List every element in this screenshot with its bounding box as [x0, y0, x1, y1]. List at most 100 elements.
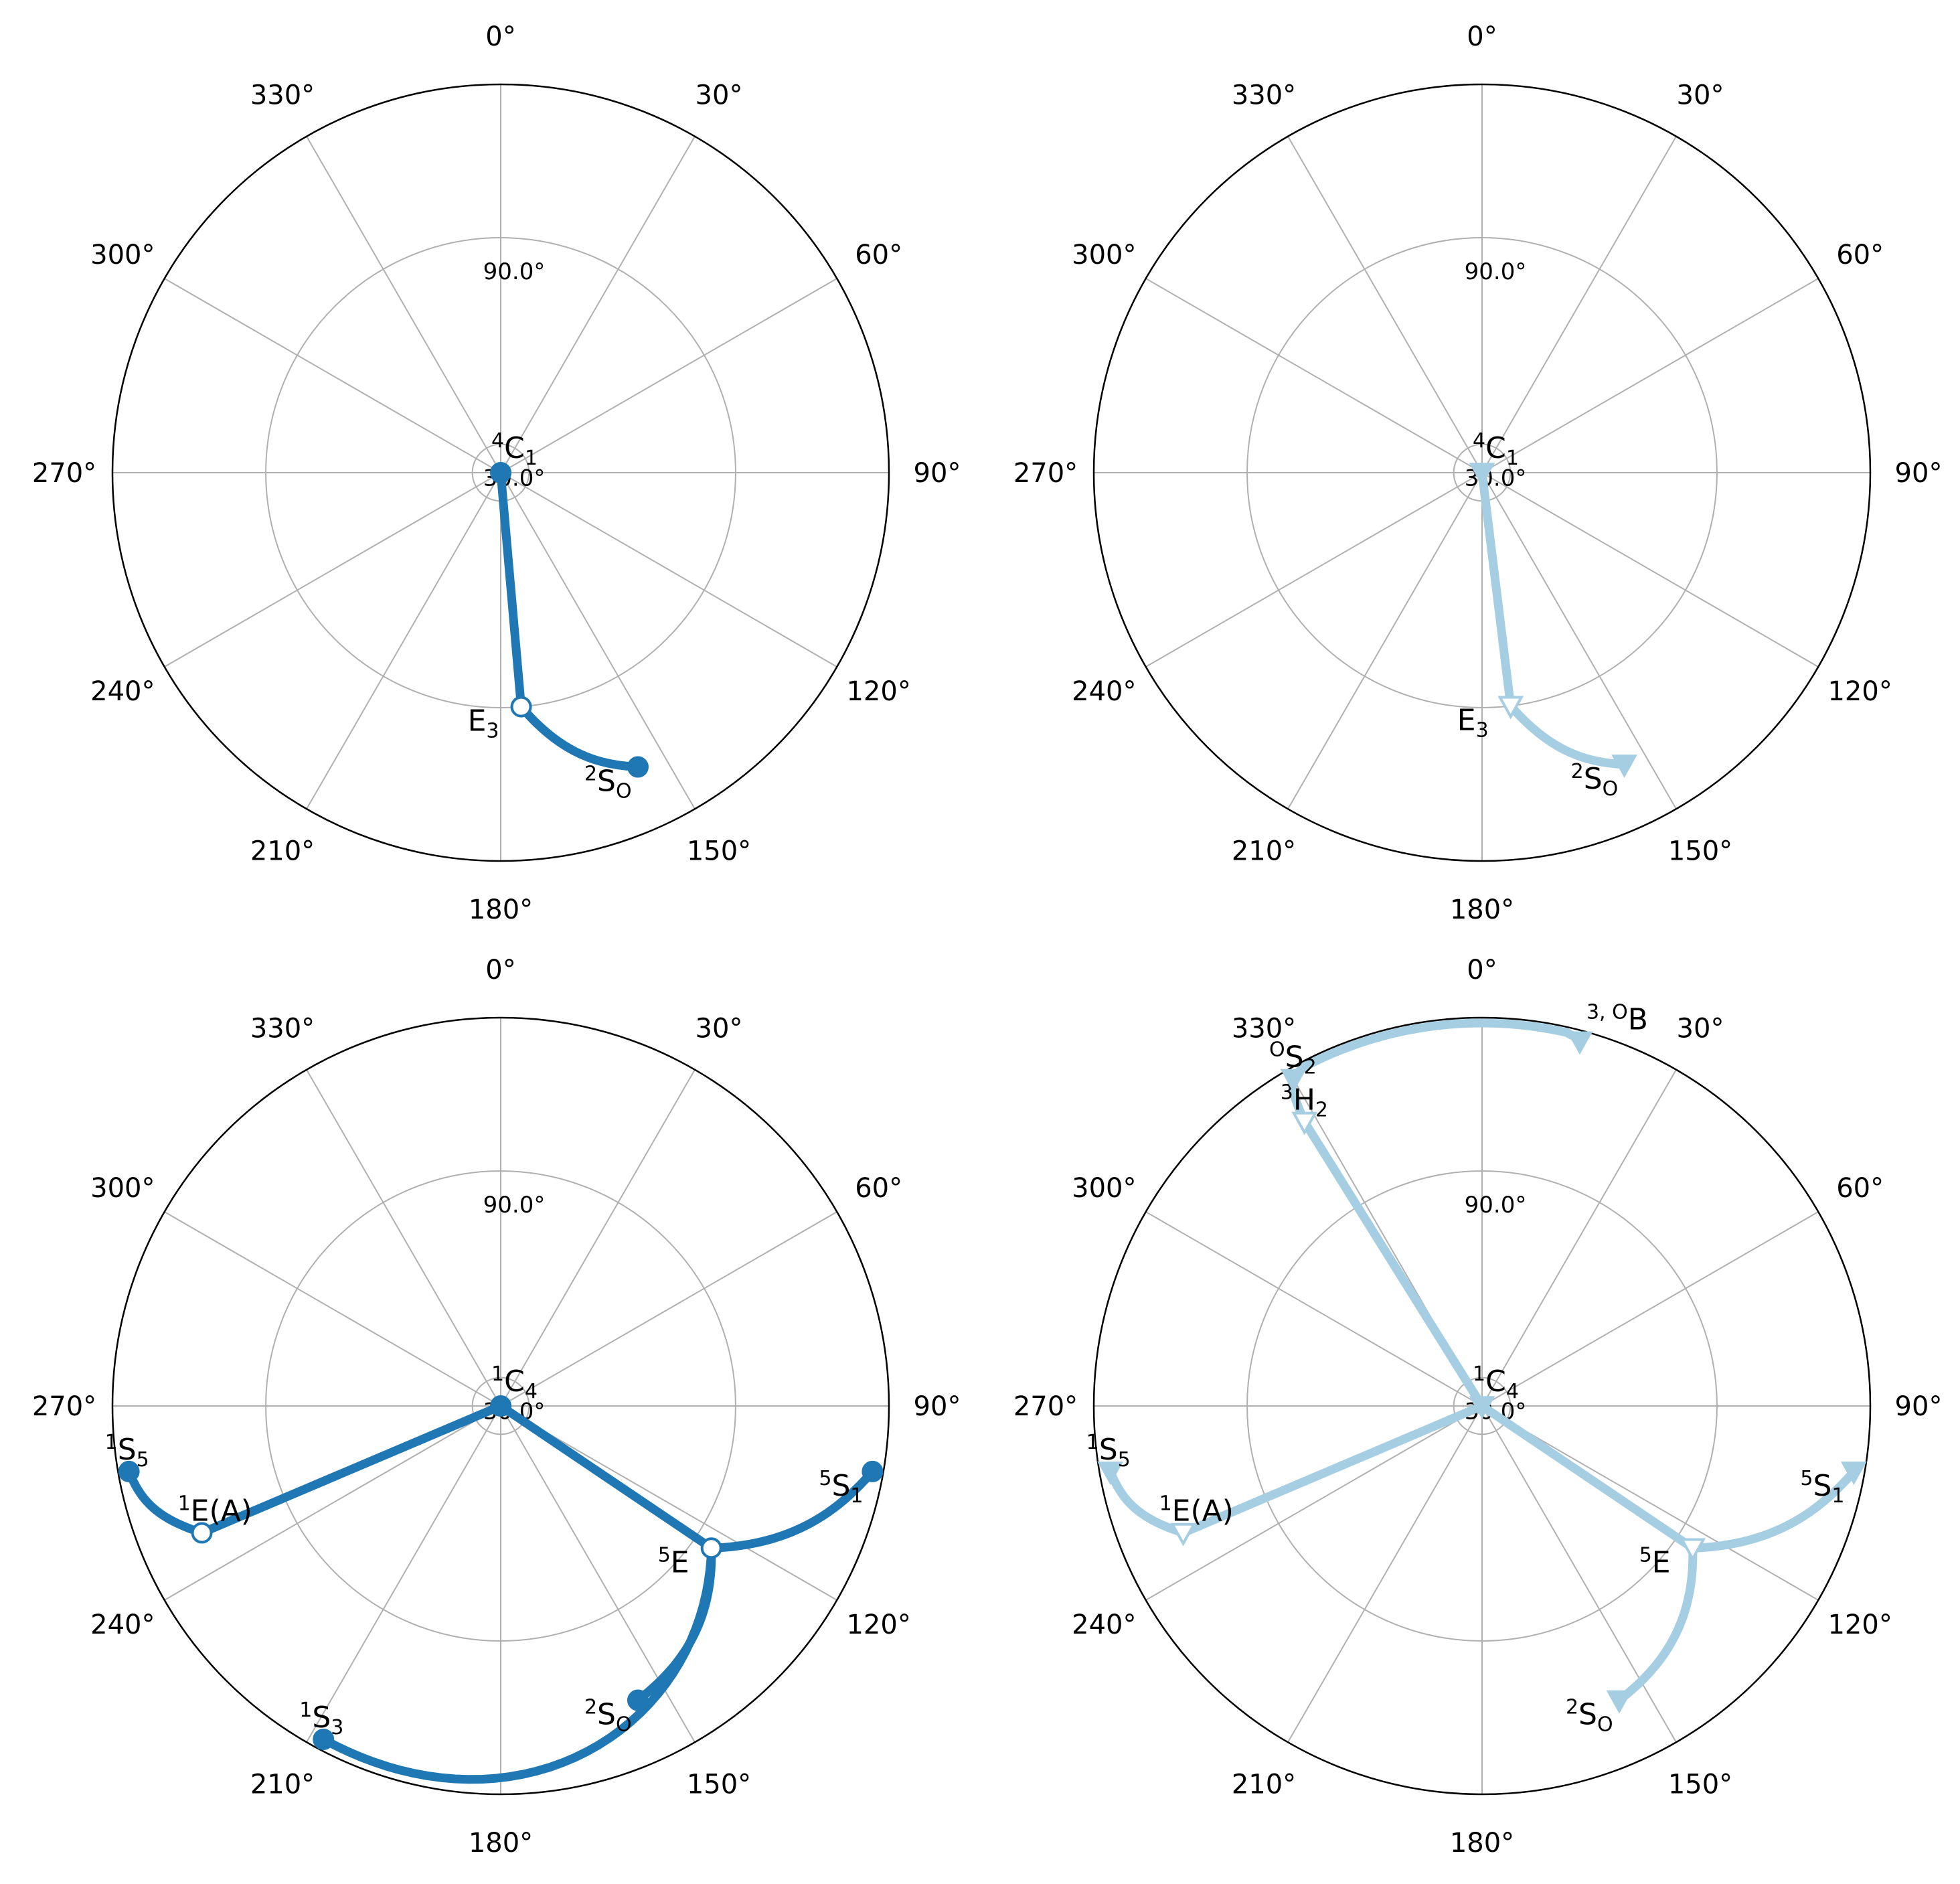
point-label: 1S3 [299, 1699, 343, 1739]
theta-tick-label: 330° [250, 1013, 315, 1044]
theta-tick-label: 0° [485, 955, 515, 986]
point-label-main: C [504, 1364, 525, 1399]
point-label-sub: 5 [1118, 1448, 1131, 1472]
point-label: 1E(A) [178, 1492, 252, 1528]
point-label: 3, OB [1586, 1000, 1648, 1036]
theta-tick-label: 0° [1467, 21, 1497, 52]
point-label: E3 [1457, 703, 1489, 742]
data-point-marker [1170, 1522, 1196, 1547]
theta-tick-label: 270° [32, 458, 96, 489]
point-label: 4C1 [491, 429, 538, 470]
point-label-sub: 1 [850, 1484, 863, 1508]
point-label-sup: 1 [105, 1431, 118, 1454]
angular-gridline [500, 1211, 837, 1407]
polar-frame [111, 83, 890, 862]
angular-gridline [1481, 136, 1677, 473]
point-label-sub: 1 [1831, 1484, 1844, 1508]
data-point-marker [490, 1395, 511, 1417]
point-label: OS2 [1269, 1038, 1317, 1079]
theta-tick-label: 120° [1827, 676, 1892, 707]
data-point-marker [1606, 1690, 1633, 1714]
point-label-main: S [1285, 1040, 1304, 1075]
point-label-sub: 5 [137, 1448, 149, 1472]
theta-tick-label: 270° [1013, 1391, 1078, 1422]
point-label-main: E [1652, 1545, 1671, 1579]
data-point-marker [1840, 1462, 1867, 1486]
point-label-sup: 2 [584, 763, 597, 786]
theta-tick-label: 90° [1895, 1391, 1943, 1422]
theta-tick-label: 330° [1232, 1013, 1296, 1044]
point-label-sub: O [1603, 777, 1619, 801]
series-line [707, 1467, 877, 1553]
theta-tick-label: 210° [250, 1770, 315, 1800]
point-label-main: S [597, 765, 616, 799]
point-label-sup: 5 [658, 1543, 671, 1567]
point-label-main: S [1099, 1433, 1118, 1467]
data-point-marker [510, 696, 532, 718]
angular-gridline [1481, 472, 1677, 809]
data-point-marker [191, 1522, 213, 1544]
theta-tick-label: 150° [1668, 1770, 1732, 1800]
point-label: 4C1 [1473, 429, 1519, 470]
point-label-sup: 5 [819, 1467, 831, 1490]
point-label-sup: 2 [584, 1696, 597, 1719]
point-label-sub: 2 [1304, 1056, 1317, 1079]
point-label-sub: O [616, 1713, 632, 1737]
point-label-main: E [468, 704, 487, 738]
point-label-sup: 3, O [1586, 1000, 1628, 1024]
point-label: 1E(A) [1159, 1492, 1234, 1528]
point-label-sup: 4 [491, 429, 504, 453]
point-label: 5E [658, 1543, 689, 1579]
polar-frame [1092, 1016, 1872, 1796]
theta-tick-label: 60° [1836, 240, 1884, 270]
theta-tick-label: 90° [1895, 458, 1943, 489]
theta-tick-label: 300° [90, 240, 155, 270]
polar-frame [111, 1016, 890, 1796]
data-point-marker [1469, 463, 1495, 487]
angular-gridline [1481, 1405, 1677, 1743]
angular-gridline [1145, 1405, 1483, 1601]
point-label-sup: 2 [1571, 760, 1584, 783]
point-label-sub: O [616, 780, 632, 803]
point-label-main: S [1813, 1469, 1831, 1503]
data-point-marker [1291, 1111, 1318, 1135]
theta-tick-label: 30° [696, 80, 743, 110]
series-line [1300, 1117, 1487, 1411]
angular-gridline [1287, 136, 1483, 473]
point-label: 5E [1639, 1543, 1671, 1579]
angular-gridline [500, 472, 837, 668]
data-point-marker [1680, 1538, 1706, 1562]
theta-tick-label: 300° [1072, 1173, 1136, 1204]
point-label-sub: 3 [1476, 718, 1489, 742]
theta-tick-label: 270° [1013, 458, 1078, 489]
point-label: 1S5 [105, 1431, 149, 1472]
point-label-main: H [1293, 1083, 1315, 1117]
point-label: 2SO [1571, 760, 1619, 801]
polar-panel-bottom-left: 0° 30° 60° 90° 120° 150° 180° 210° 240° 270° 300° 3… [32, 955, 961, 1859]
theta-tick-label: 90° [914, 1391, 961, 1422]
point-label-main: E(A) [1172, 1494, 1234, 1528]
theta-tick-label: 120° [846, 1610, 910, 1640]
point-label-main: S [118, 1433, 137, 1467]
point-label-sup: 3 [1281, 1081, 1293, 1104]
angular-gridline [500, 278, 837, 473]
series-line [496, 1401, 716, 1553]
angular-gridline [1481, 278, 1819, 473]
point-label-sup: 1 [1159, 1492, 1172, 1515]
series-line [517, 702, 643, 772]
point-label: 2SO [584, 1696, 632, 1737]
angular-gridline [1145, 472, 1483, 668]
angular-gridline [500, 472, 696, 809]
series-line [197, 1401, 505, 1537]
point-label-main: S [312, 1701, 331, 1735]
series-line [1179, 1401, 1487, 1537]
data-point-marker [1497, 696, 1524, 720]
polar-panel-top-right: 0° 30° 60° 90° 120° 150° 180° 210° 240° 270° 300° 3… [1013, 21, 1943, 925]
data-point-marker [700, 1537, 722, 1559]
point-label-main: S [597, 1698, 616, 1732]
point-label-main: S [831, 1469, 850, 1503]
angular-gridline [306, 1405, 501, 1743]
series-line [1289, 1018, 1584, 1084]
point-label-main: B [1628, 1002, 1648, 1036]
